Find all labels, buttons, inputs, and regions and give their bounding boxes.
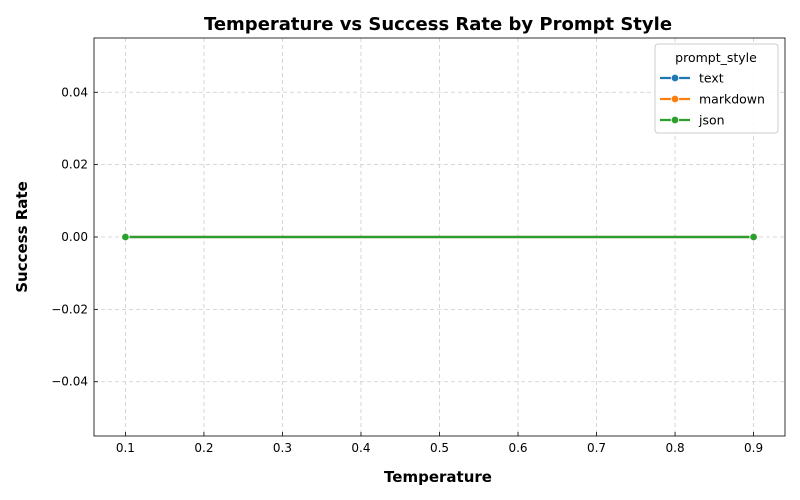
x-tick-label: 0.2 bbox=[194, 441, 213, 455]
legend-label-json: json bbox=[698, 113, 725, 128]
data-point-json bbox=[121, 232, 130, 242]
legend-label-markdown: markdown bbox=[699, 92, 765, 107]
legend-box bbox=[654, 43, 779, 134]
y-axis-label: Success Rate bbox=[13, 181, 31, 293]
legend-marker-json bbox=[670, 115, 680, 125]
legend-entries: text markdown json bbox=[660, 71, 765, 128]
legend-marker-text bbox=[670, 73, 680, 83]
legend-title: prompt_style bbox=[675, 50, 757, 65]
x-tick-label: 0.7 bbox=[587, 441, 606, 455]
y-tick-label: 0.00 bbox=[61, 230, 88, 244]
legend-entry-text: text bbox=[660, 71, 724, 86]
series-json bbox=[121, 232, 758, 242]
x-tick-label: 0.6 bbox=[508, 441, 527, 455]
x-axis-label: Temperature bbox=[384, 468, 492, 486]
axis-ticks: 0.1 0.2 0.3 0.4 0.5 0.6 0.7 0.8 0.9 0.04 0.02 0.00 −… bbox=[51, 85, 763, 455]
legend: prompt_style text markdown json bbox=[654, 43, 779, 134]
data-point-json bbox=[749, 232, 758, 242]
legend-entry-json: json bbox=[660, 113, 725, 128]
x-tick-label: 0.8 bbox=[666, 441, 685, 455]
legend-marker-markdown bbox=[670, 94, 680, 104]
x-tick-label: 0.9 bbox=[744, 441, 763, 455]
legend-entry-markdown: markdown bbox=[660, 92, 765, 107]
y-tick-label: −0.04 bbox=[51, 375, 88, 389]
x-tick-label: 0.4 bbox=[351, 441, 370, 455]
chart-title: Temperature vs Success Rate by Prompt St… bbox=[204, 14, 672, 35]
y-tick-label: 0.02 bbox=[61, 158, 88, 172]
x-tick-label: 0.3 bbox=[273, 441, 292, 455]
y-tick-label: −0.02 bbox=[51, 302, 88, 316]
legend-label-text: text bbox=[699, 71, 724, 86]
x-tick-label: 0.5 bbox=[430, 441, 449, 455]
plot-frame bbox=[93, 37, 786, 437]
y-tick-label: 0.04 bbox=[61, 85, 88, 99]
x-tick-label: 0.1 bbox=[116, 441, 135, 455]
series-lines bbox=[121, 232, 758, 242]
